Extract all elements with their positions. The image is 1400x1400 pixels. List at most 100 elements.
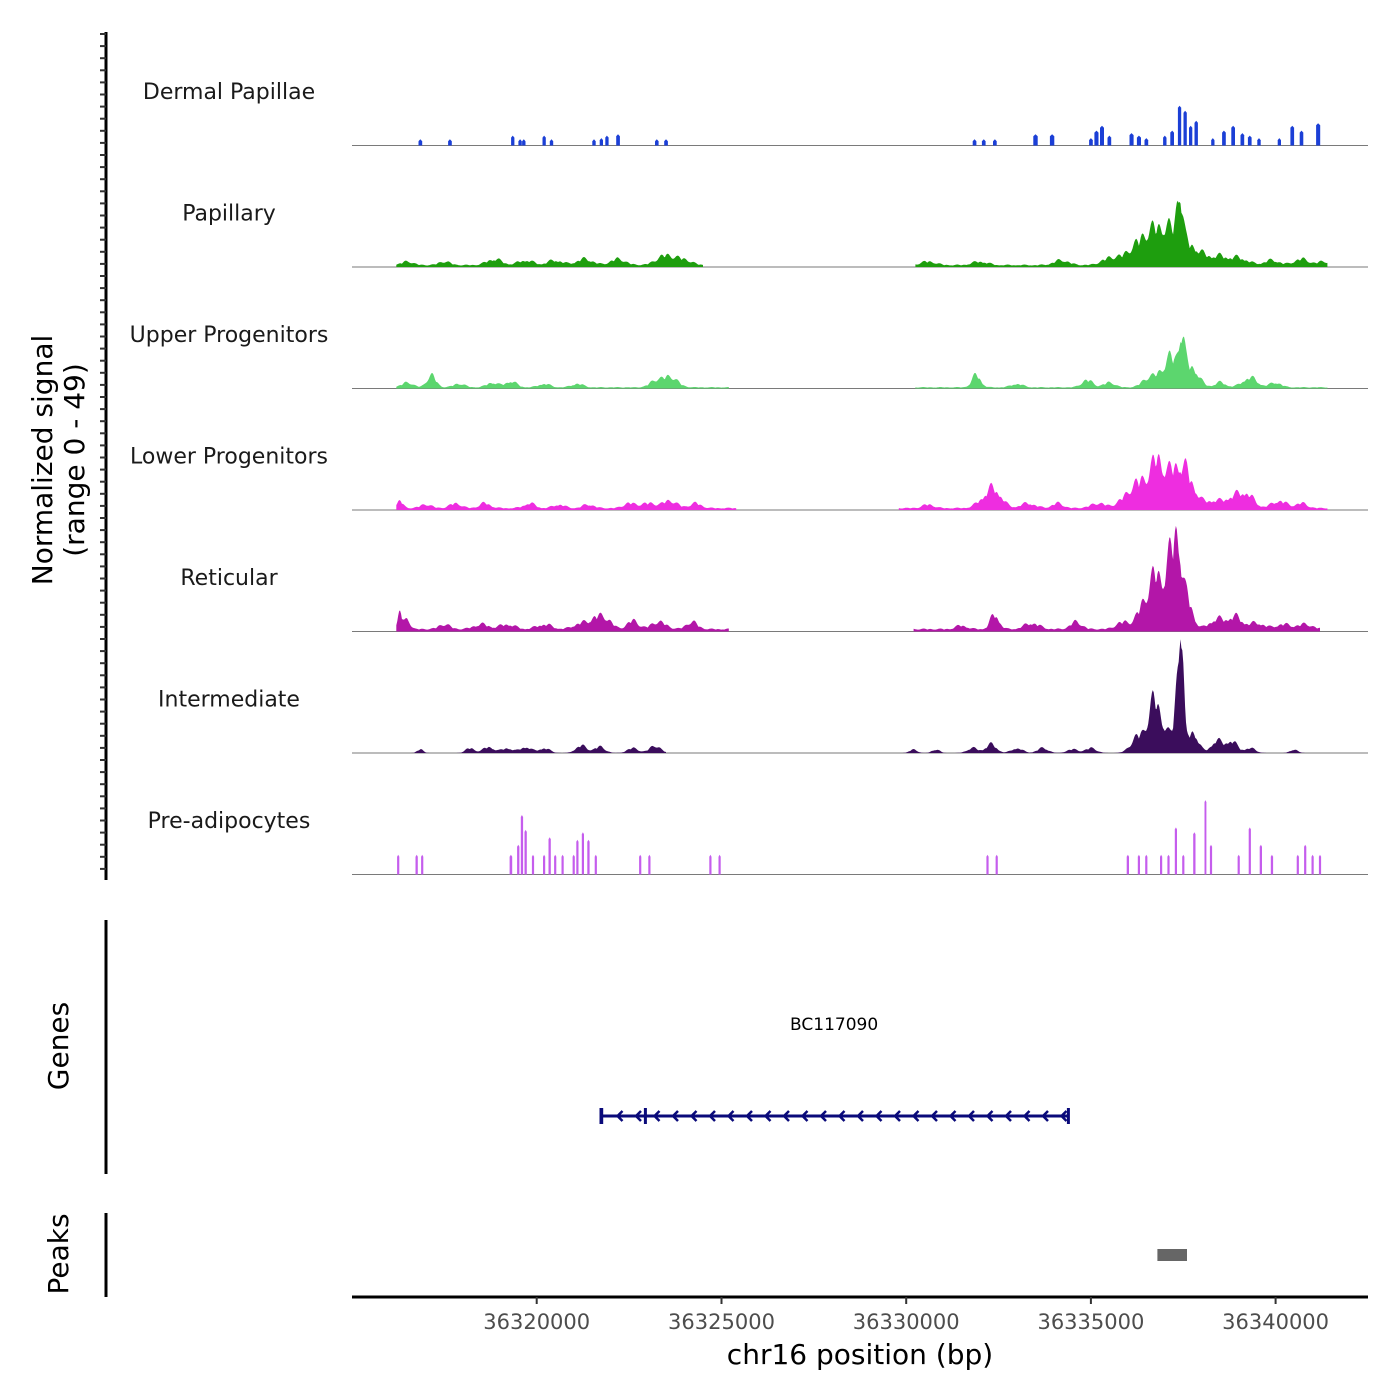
- signal-bar: [1100, 125, 1104, 146]
- signal-bar: [1211, 138, 1215, 146]
- signal-area: [915, 200, 1328, 267]
- y-axis-title-line1: Normalized signal: [26, 335, 59, 586]
- signal-bar: [1089, 138, 1093, 146]
- strand-chevron: [930, 1110, 938, 1122]
- strand-chevron: [634, 1110, 642, 1122]
- signal-bar: [1107, 135, 1112, 146]
- track-label-pre-adipocytes: Pre-adipocytes: [148, 809, 311, 834]
- signal-bar: [517, 844, 520, 875]
- signal-bar: [1304, 844, 1307, 875]
- track-dermal-papillae: Dermal Papillae: [143, 80, 1368, 146]
- strand-chevron: [856, 1110, 864, 1122]
- strand-chevron: [763, 1110, 772, 1122]
- signal-bar: [1174, 827, 1177, 875]
- signal-bar: [518, 139, 522, 146]
- track-reticular: Reticular: [180, 525, 1368, 632]
- peaks-track-title: Peaks: [42, 1213, 75, 1294]
- signal-bar: [986, 854, 989, 875]
- exon-block: [1066, 1108, 1070, 1124]
- signal-bar: [592, 139, 596, 146]
- signal-bar: [448, 139, 452, 146]
- signal-bar: [594, 854, 597, 875]
- signal-bar: [576, 839, 579, 875]
- signal-bar: [981, 139, 986, 146]
- strand-chevron: [615, 1110, 624, 1122]
- peak-region: [1157, 1249, 1187, 1261]
- signal-bar: [1311, 854, 1314, 875]
- track-label-dermal-papillae: Dermal Papillae: [143, 80, 315, 105]
- signal-bar: [581, 832, 584, 875]
- x-tick-label: 36340000: [1222, 1310, 1329, 1334]
- signal-bar: [397, 854, 400, 875]
- signal-bar: [1167, 854, 1170, 875]
- strand-chevron: [1059, 1110, 1068, 1122]
- track-lower-progenitors: Lower Progenitors: [130, 445, 1368, 511]
- signal-bar: [1033, 134, 1038, 146]
- signal-bar: [1170, 130, 1174, 146]
- gene-bc117090: BC117090: [599, 1015, 1070, 1124]
- signal-bar: [415, 854, 418, 875]
- strand-chevron: [689, 1110, 698, 1122]
- signal-bar: [1194, 120, 1198, 146]
- signal-area: [396, 499, 737, 510]
- signal-bar: [1094, 130, 1099, 146]
- signal-bar: [1145, 854, 1148, 875]
- signal-bar: [1237, 854, 1240, 875]
- y-axis-title: Normalized signal (range 0 - 49): [26, 335, 91, 586]
- track-upper-progenitors: Upper Progenitors: [130, 323, 1368, 389]
- signal-bar: [1126, 854, 1129, 875]
- gene-name-label: BC117090: [790, 1015, 878, 1035]
- strand-chevron: [800, 1110, 809, 1122]
- track-papillary: Papillary: [182, 200, 1368, 268]
- signal-bar: [1277, 138, 1281, 146]
- strand-chevron: [819, 1110, 827, 1122]
- signal-area: [913, 525, 1320, 632]
- left-axes: [100, 32, 108, 1297]
- signal-bar: [1163, 135, 1167, 146]
- signal-bar: [648, 854, 651, 875]
- exon-block: [643, 1108, 647, 1124]
- strand-chevron: [1004, 1110, 1012, 1122]
- signal-area: [411, 744, 666, 753]
- x-tick-label: 36335000: [1037, 1310, 1144, 1334]
- signal-bar: [1182, 854, 1185, 875]
- signal-bar: [522, 139, 526, 146]
- coverage-tracks: Dermal Papillae Papillary Upper Progenitor…: [130, 80, 1368, 875]
- signal-bar: [511, 135, 515, 146]
- signal-bar: [572, 854, 575, 875]
- strand-chevron: [782, 1110, 790, 1122]
- signal-bar: [1247, 135, 1252, 146]
- signal-bar: [524, 829, 527, 875]
- signal-bar: [418, 139, 423, 146]
- y-axis-title-line2: (range 0 - 49): [58, 363, 91, 557]
- signal-bar: [1136, 135, 1141, 146]
- signal-bar: [1209, 844, 1213, 875]
- signal-bar: [605, 135, 609, 146]
- signal-bar: [509, 854, 513, 875]
- signal-bar: [421, 854, 424, 875]
- strand-chevron: [671, 1110, 679, 1122]
- strand-chevron: [948, 1110, 957, 1122]
- signal-bar: [548, 837, 551, 875]
- signal-bar: [1222, 130, 1226, 146]
- signal-bar: [1257, 138, 1261, 146]
- strand-chevron: [1041, 1110, 1049, 1122]
- signal-area: [898, 454, 1328, 510]
- strand-chevron: [837, 1110, 846, 1122]
- signal-bar: [599, 138, 603, 146]
- signal-bar: [561, 854, 564, 875]
- signal-bar: [1129, 133, 1134, 146]
- strand-chevron: [1022, 1110, 1031, 1122]
- signal-bar: [616, 134, 620, 146]
- signal-bar: [1137, 854, 1140, 875]
- track-label-upper-progenitors: Upper Progenitors: [130, 323, 329, 348]
- gene-track: BC117090: [599, 1015, 1070, 1124]
- track-label-papillary: Papillary: [182, 202, 276, 227]
- x-tick-label: 36325000: [668, 1310, 775, 1334]
- track-label-intermediate: Intermediate: [158, 688, 300, 713]
- strand-chevron: [726, 1110, 735, 1122]
- signal-bar: [1259, 844, 1262, 875]
- signal-bar: [972, 139, 977, 146]
- signal-area: [396, 373, 729, 389]
